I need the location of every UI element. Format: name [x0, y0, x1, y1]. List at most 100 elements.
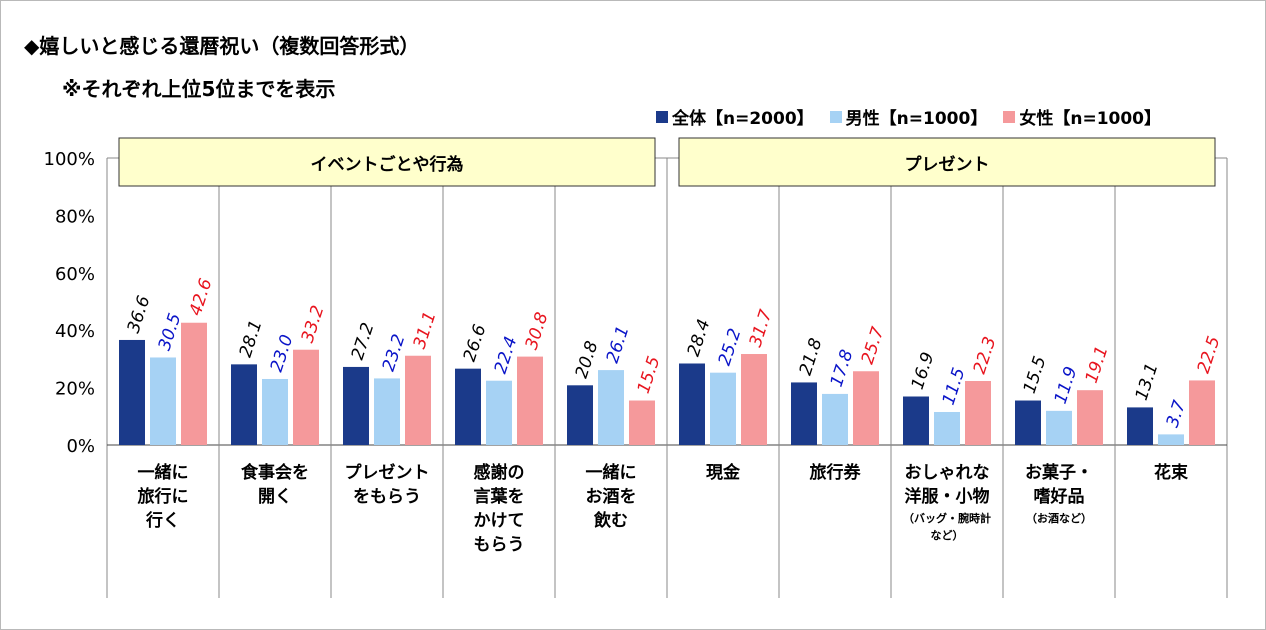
category-label: 感謝の	[474, 462, 525, 483]
bar	[822, 393, 848, 445]
data-label: 33.2	[298, 303, 329, 345]
bar	[150, 357, 176, 445]
group-header-box	[118, 137, 656, 187]
bar	[853, 371, 879, 445]
group-header-label: イベントごとや行為	[311, 154, 464, 175]
category-note: など）	[931, 529, 964, 542]
data-label: 25.7	[858, 324, 889, 366]
bar	[293, 349, 319, 445]
bar	[181, 322, 207, 445]
bar	[231, 364, 257, 445]
bar	[679, 363, 705, 445]
y-tick-label: 20%	[55, 379, 95, 400]
legend-item-female: 女性【n=1000】	[1003, 104, 1161, 129]
bar	[903, 396, 929, 445]
category-label: 花束	[1154, 462, 1188, 483]
bar	[119, 339, 145, 445]
bar	[262, 378, 288, 445]
bar	[1127, 407, 1153, 445]
data-label: 23.0	[267, 332, 298, 374]
data-label: 27.2	[348, 320, 379, 362]
bar	[374, 378, 400, 445]
category-label: 嗜好品	[1034, 486, 1085, 507]
data-label: 22.4	[491, 334, 522, 376]
y-tick-label: 80%	[55, 206, 95, 227]
data-label: 20.8	[572, 338, 603, 380]
bar	[343, 366, 369, 445]
category-label: かけて	[474, 511, 525, 531]
data-label: 36.6	[124, 293, 155, 335]
category-label: お菓子・	[1025, 463, 1093, 483]
bar	[405, 355, 431, 445]
category-label: 言葉を	[474, 486, 525, 507]
data-label: 11.5	[939, 365, 970, 407]
y-tick-label: 60%	[55, 264, 95, 285]
category-label: プレゼント	[345, 462, 430, 483]
category-note: （バッグ・腕時計	[903, 511, 991, 525]
data-label: 28.4	[684, 317, 715, 359]
group-header-label: プレゼント	[905, 154, 990, 175]
data-label: 31.1	[410, 309, 441, 351]
chart-subtitle: ※それぞれ上位5位までを表示	[62, 77, 336, 101]
data-label: 30.8	[522, 310, 553, 352]
data-label: 28.1	[236, 318, 267, 360]
data-label: 23.2	[379, 332, 410, 374]
legend-item-total: 全体【n=2000】	[656, 104, 814, 129]
category-label: 食事会を	[241, 462, 309, 483]
data-label: 11.9	[1051, 364, 1082, 406]
data-label: 15.5	[634, 354, 665, 396]
y-tick-label: 100%	[44, 149, 95, 170]
legend: 全体【n=2000】 男性【n=1000】 女性【n=1000】	[656, 104, 1161, 129]
legend-label-male: 男性【n=1000】	[845, 109, 988, 129]
legend-swatch-male	[829, 110, 842, 123]
data-label: 22.5	[1194, 334, 1225, 376]
data-label: 30.5	[155, 311, 186, 353]
category-label: 行く	[145, 510, 180, 531]
legend-swatch-total	[656, 110, 668, 123]
category-label: 開く	[258, 487, 292, 507]
data-label: 13.1	[1132, 361, 1163, 403]
category-label: 旅行券	[810, 462, 862, 483]
data-label: 31.7	[746, 307, 777, 349]
data-label: 15.5	[1020, 354, 1051, 396]
category-label: 一緒に	[586, 462, 637, 483]
category-label: をもらう	[353, 487, 421, 507]
category-note: （お酒など）	[1026, 512, 1092, 525]
bar	[1077, 390, 1103, 445]
category-label: 旅行に	[138, 486, 189, 507]
y-tick-label: 40%	[55, 321, 95, 342]
bar	[1046, 410, 1072, 445]
bar	[455, 368, 481, 445]
data-label: 19.1	[1082, 344, 1113, 386]
legend-label-female: 女性【n=1000】	[1019, 109, 1162, 129]
bar	[1158, 434, 1184, 445]
category-label: 飲む	[593, 510, 628, 531]
bar	[791, 382, 817, 445]
data-label: 26.6	[460, 322, 491, 364]
data-label: 16.9	[908, 350, 939, 392]
bar	[567, 385, 593, 445]
bar	[629, 400, 655, 445]
data-label: 21.8	[796, 336, 827, 378]
category-label: もらう	[474, 535, 525, 555]
category-label: 洋服・小物	[905, 486, 990, 507]
legend-swatch-female	[1003, 110, 1016, 123]
bar	[741, 354, 767, 445]
category-label: おしゃれな	[905, 463, 990, 483]
data-label: 22.3	[970, 334, 1001, 376]
category-label: 現金	[706, 462, 741, 483]
bar	[1189, 380, 1215, 445]
bar	[934, 411, 960, 445]
y-tick-label: 0%	[66, 436, 95, 457]
bar	[598, 370, 624, 445]
bar	[517, 356, 543, 445]
bar	[965, 380, 991, 445]
data-label: 3.7	[1163, 398, 1190, 430]
data-label: 42.6	[186, 276, 217, 318]
data-label: 26.1	[603, 323, 634, 365]
category-label: 一緒に	[138, 462, 189, 483]
legend-item-male: 男性【n=1000】	[829, 104, 988, 129]
group-header-box	[678, 137, 1216, 187]
data-label: 25.2	[715, 326, 746, 368]
